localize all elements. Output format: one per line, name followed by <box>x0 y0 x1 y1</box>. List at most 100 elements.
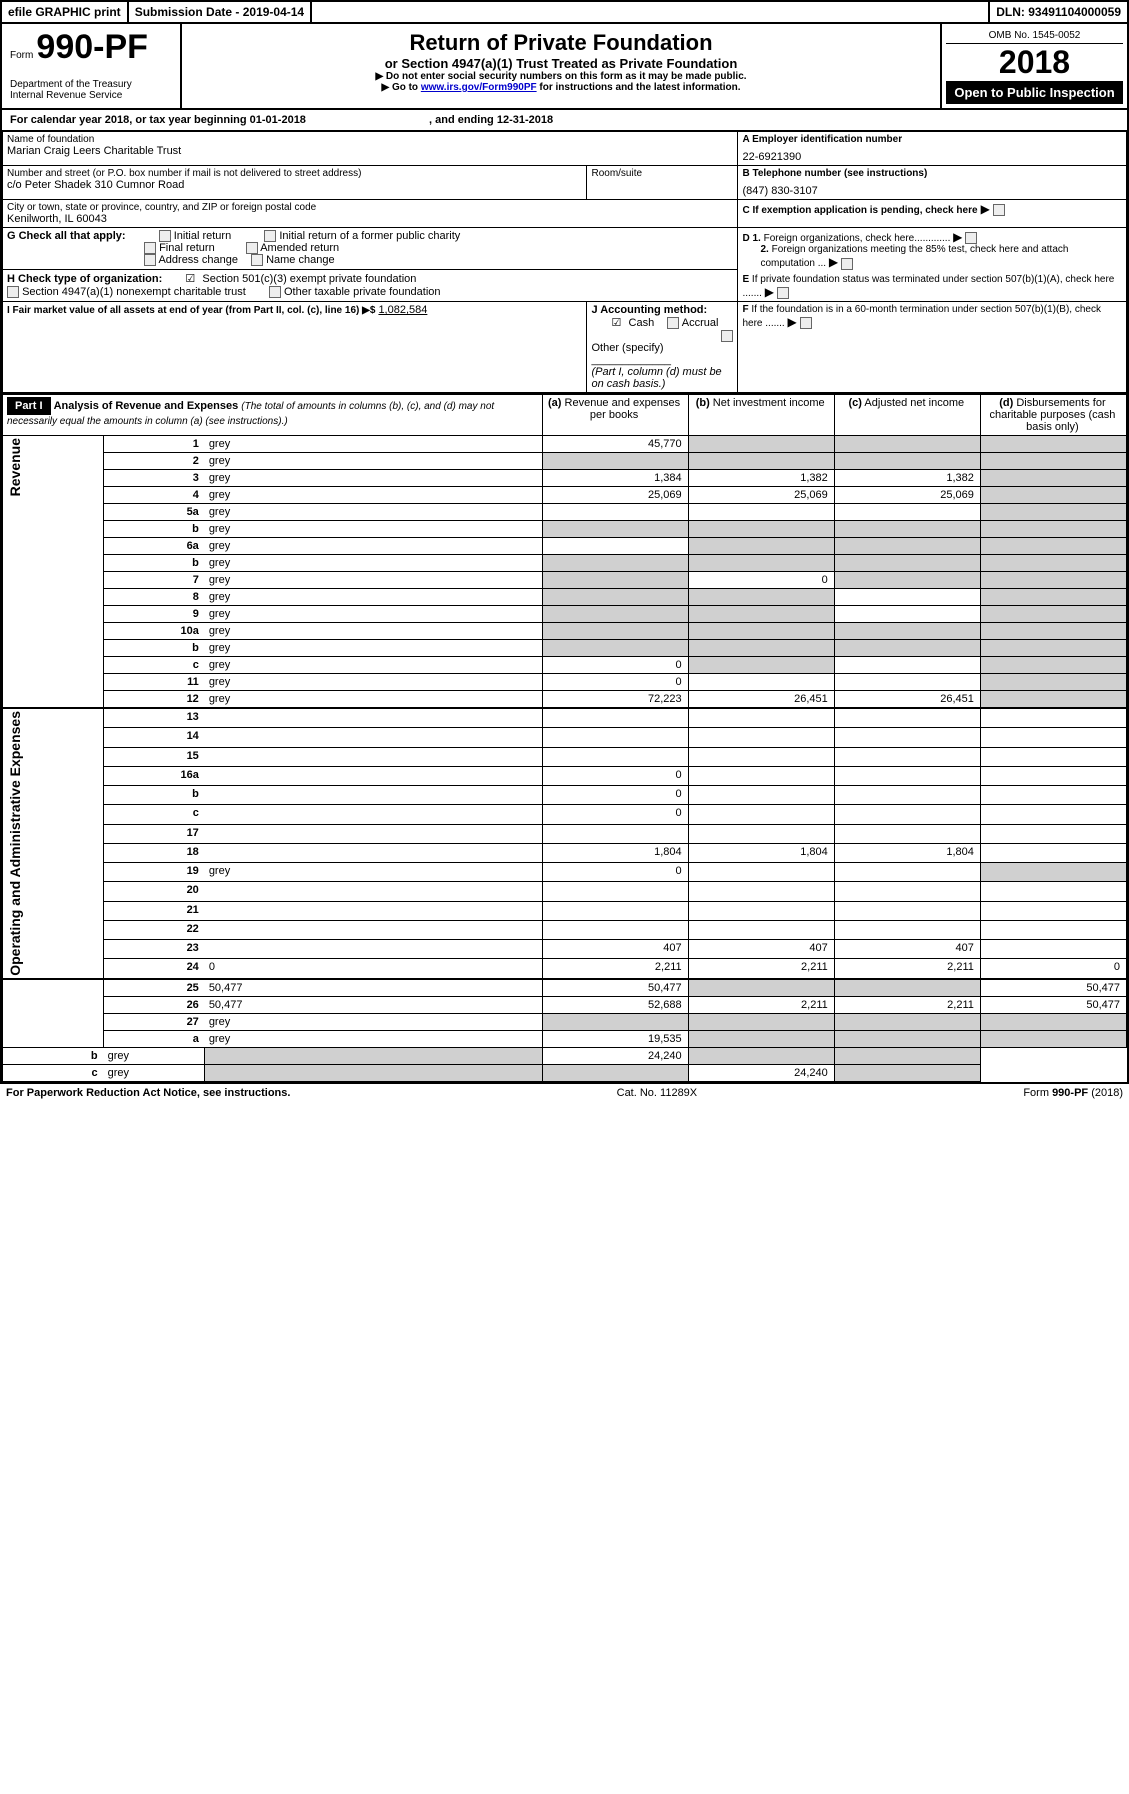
ein-value: 22-6921390 <box>742 145 1122 163</box>
table-row: 3 grey 1,3841,3821,382 <box>3 470 1127 487</box>
tax-year: 2018 <box>946 44 1123 81</box>
table-row: 22 <box>3 920 1127 939</box>
g-amended-checkbox[interactable] <box>246 242 258 254</box>
d2-checkbox[interactable] <box>841 258 853 270</box>
d1-checkbox[interactable] <box>965 232 977 244</box>
foundation-name-label: Name of foundation <box>7 134 733 145</box>
g-label: G Check all that apply: <box>7 230 126 242</box>
city-value: Kenilworth, IL 60043 <box>7 213 733 225</box>
footer-catalog: Cat. No. 11289X <box>617 1087 698 1099</box>
c-checkbox[interactable] <box>993 204 1005 216</box>
table-row: Revenue 1 grey 45,770 <box>3 436 1127 453</box>
top-bar: efile GRAPHIC print Submission Date - 20… <box>2 2 1127 24</box>
table-row: 15 <box>3 747 1127 766</box>
h-4947-checkbox[interactable] <box>7 286 19 298</box>
dln: DLN: 93491104000059 <box>990 2 1127 22</box>
efile-label: efile GRAPHIC print <box>2 2 129 22</box>
topbar-spacer <box>312 2 990 22</box>
table-row: 25 50,477 50,47750,477 <box>3 979 1127 997</box>
telephone-value: (847) 830-3107 <box>742 179 1122 197</box>
g-initial-public-checkbox[interactable] <box>264 230 276 242</box>
table-row: 14 <box>3 728 1127 747</box>
form-label: Form <box>10 50 33 61</box>
table-row: 9 grey <box>3 606 1127 623</box>
g-initial-checkbox[interactable] <box>159 230 171 242</box>
table-row: 21 <box>3 901 1127 920</box>
city-label: City or town, state or province, country… <box>7 202 733 213</box>
g-final-checkbox[interactable] <box>144 242 156 254</box>
form-container: efile GRAPHIC print Submission Date - 20… <box>0 0 1129 1084</box>
instructions-link[interactable]: www.irs.gov/Form990PF <box>421 82 537 93</box>
table-row: b grey <box>3 640 1127 657</box>
col-a-header: Revenue and expenses per books <box>565 397 681 421</box>
j-accrual-checkbox[interactable] <box>667 317 679 329</box>
table-row: 23 407407407 <box>3 940 1127 959</box>
e-label: If private foundation status was termina… <box>742 274 1114 299</box>
title-block: Return of Private Foundation or Section … <box>182 24 942 108</box>
address-label: Number and street (or P.O. box number if… <box>7 168 582 179</box>
j-cash-checkbox[interactable]: ☑ <box>611 316 625 330</box>
part1-title: Analysis of Revenue and Expenses <box>54 400 239 412</box>
h-501c3-checkbox[interactable]: ☑ <box>185 272 199 286</box>
table-row: 16a 0 <box>3 766 1127 785</box>
foundation-name: Marian Craig Leers Charitable Trust <box>7 145 733 157</box>
table-row: 11 grey 0 <box>3 674 1127 691</box>
f-checkbox[interactable] <box>800 317 812 329</box>
part1-badge: Part I <box>7 397 51 415</box>
table-row: c grey 0 <box>3 657 1127 674</box>
h-other-checkbox[interactable] <box>269 286 281 298</box>
table-row: 10a grey <box>3 623 1127 640</box>
table-row: 2 grey <box>3 453 1127 470</box>
form-title: Return of Private Foundation <box>188 30 934 56</box>
e-checkbox[interactable] <box>777 287 789 299</box>
form-number: 990-PF <box>36 28 148 66</box>
footer-right: Form 990-PF (2018) <box>1023 1087 1123 1099</box>
ein-label: A Employer identification number <box>742 134 1122 145</box>
j-other-checkbox[interactable] <box>721 330 733 342</box>
info-section: Name of foundation Marian Craig Leers Ch… <box>2 131 1127 393</box>
address-value: c/o Peter Shadek 310 Cumnor Road <box>7 179 582 191</box>
year-block: OMB No. 1545-0052 2018 Open to Public In… <box>942 24 1127 108</box>
table-row: 5a grey <box>3 504 1127 521</box>
footer: For Paperwork Reduction Act Notice, see … <box>0 1084 1129 1102</box>
footer-left: For Paperwork Reduction Act Notice, see … <box>6 1087 290 1099</box>
j-note: (Part I, column (d) must be on cash basi… <box>591 366 721 390</box>
table-row: 17 <box>3 824 1127 843</box>
table-row: 4 grey 25,06925,06925,069 <box>3 487 1127 504</box>
part1-table: Part I Analysis of Revenue and Expenses … <box>2 393 1127 1082</box>
table-row: 12 grey 72,22326,45126,451 <box>3 691 1127 709</box>
table-row: b grey <box>3 555 1127 572</box>
i-label: I Fair market value of all assets at end… <box>7 305 375 316</box>
calendar-year-line: For calendar year 2018, or tax year begi… <box>2 110 1127 131</box>
table-row: 18 1,8041,8041,804 <box>3 843 1127 862</box>
submission-date: Submission Date - 2019-04-14 <box>129 2 312 22</box>
telephone-label: B Telephone number (see instructions) <box>742 168 1122 179</box>
g-name-checkbox[interactable] <box>251 254 263 266</box>
table-row: 8 grey <box>3 589 1127 606</box>
table-row: b 0 <box>3 786 1127 805</box>
table-row: Operating and Administrative Expenses 13 <box>3 708 1127 728</box>
table-row: 7 grey 0 <box>3 572 1127 589</box>
table-row: 19 grey 0 <box>3 863 1127 882</box>
h-label: H Check type of organization: <box>7 273 162 285</box>
table-row: c grey 24,240 <box>3 1064 1127 1081</box>
form-id-block: Form 990-PF Department of the Treasury I… <box>2 24 182 108</box>
open-inspection-badge: Open to Public Inspection <box>946 81 1123 104</box>
omb-number: OMB No. 1545-0052 <box>946 28 1123 44</box>
j-label: J Accounting method: <box>591 304 707 316</box>
table-row: a grey 19,535 <box>3 1030 1127 1047</box>
table-row: 26 50,477 52,6882,2112,21150,477 <box>3 996 1127 1013</box>
form-header: Form 990-PF Department of the Treasury I… <box>2 24 1127 110</box>
g-address-checkbox[interactable] <box>144 254 156 266</box>
table-row: 24 0 2,2112,2112,2110 <box>3 959 1127 979</box>
irs-label: Internal Revenue Service <box>10 90 172 101</box>
table-row: 6a grey <box>3 538 1127 555</box>
room-label: Room/suite <box>591 168 733 179</box>
form-subtitle: or Section 4947(a)(1) Trust Treated as P… <box>188 56 934 71</box>
expenses-section-label: Operating and Administrative Expenses <box>7 711 23 976</box>
table-row: b grey 24,240 <box>3 1047 1127 1064</box>
d2-label: Foreign organizations meeting the 85% te… <box>760 244 1068 269</box>
c-exemption-label: C If exemption application is pending, c… <box>742 205 977 216</box>
d1-label: Foreign organizations, check here.......… <box>764 233 951 244</box>
goto-line: ▶ Go to www.irs.gov/Form990PF for instru… <box>188 82 934 93</box>
